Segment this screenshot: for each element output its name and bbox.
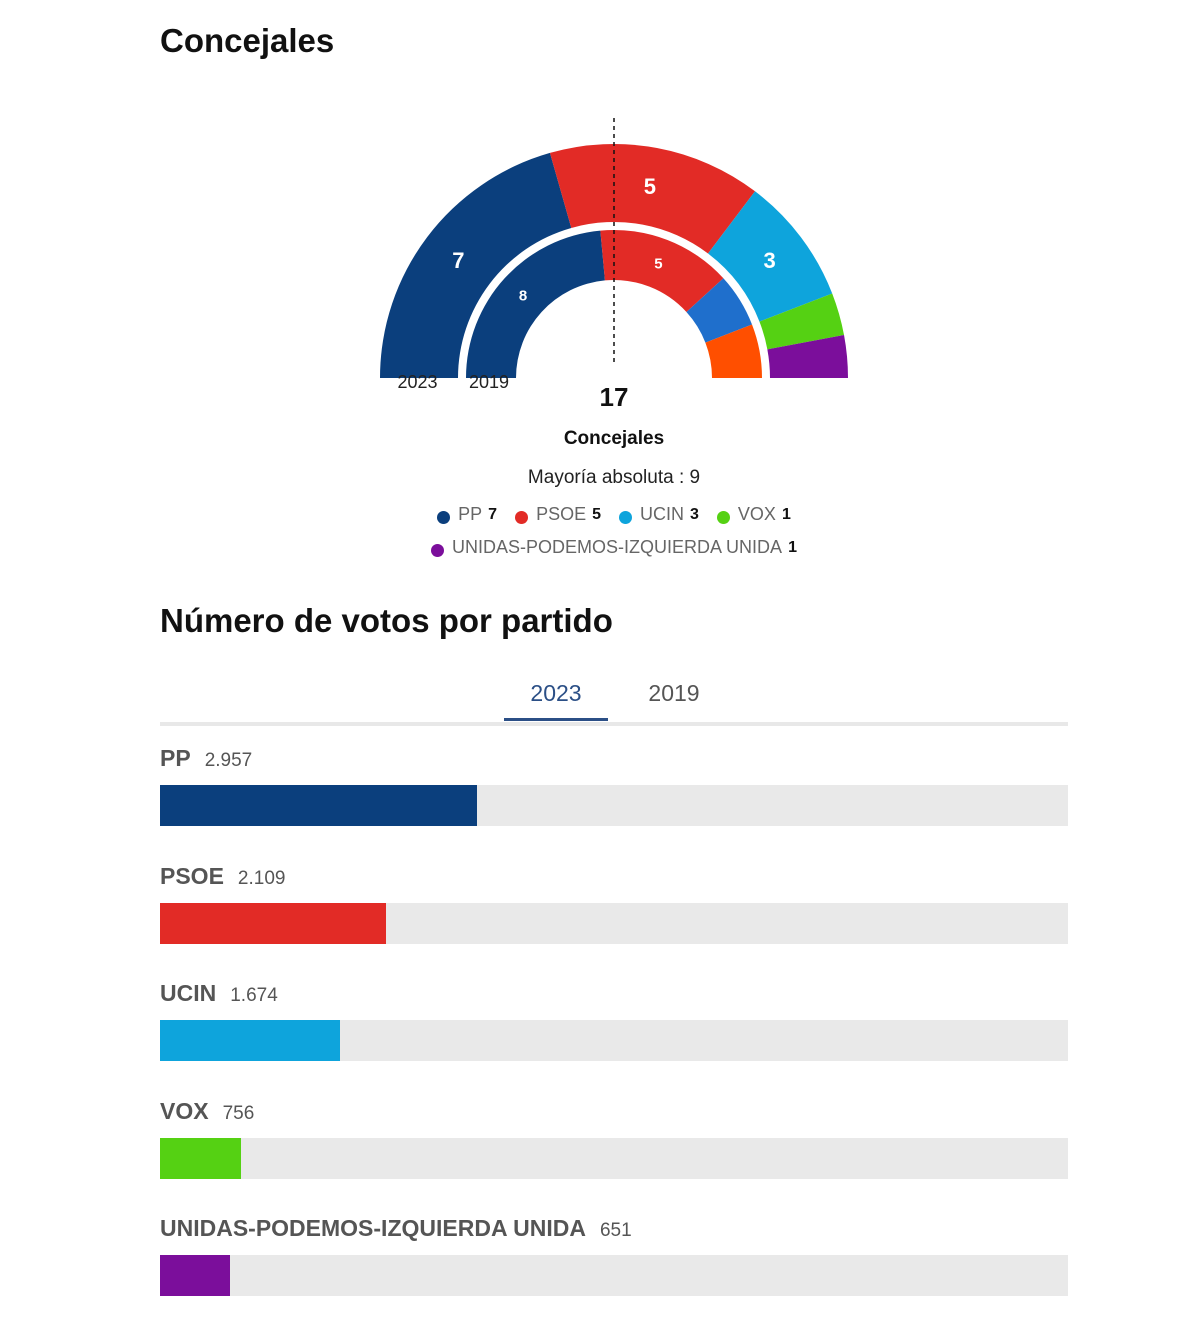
bar-row: PSOE 2.109 [160, 863, 1068, 963]
legend-seats: 5 [592, 505, 602, 523]
seat-segment-2023 [708, 191, 833, 322]
bar-row: UCIN 1.674 [160, 980, 1068, 1080]
legend-item: PSOE 5 [515, 498, 601, 531]
bar-label: UNIDAS-PODEMOS-IZQUIERDA UNIDA 651 [160, 1215, 1068, 1251]
legend-party: UNIDAS-PODEMOS-IZQUIERDA UNIDA [452, 537, 783, 557]
bar-track [160, 902, 1068, 944]
bar-fill [160, 785, 477, 826]
section-title-concejales: Concejales [160, 22, 335, 59]
legend: PP 7 PSOE 5 UCIN 3 VOX 1 UNIDAS-PODEMOS-IZQUIERD… [360, 498, 868, 564]
bar-label: PSOE 2.109 [160, 863, 1068, 899]
bar-track [160, 1137, 1068, 1179]
bar-track [160, 1255, 1068, 1296]
legend-seats: 1 [788, 538, 797, 556]
seat-segment-2019 [600, 230, 724, 312]
seat-segment-2023 [549, 144, 756, 254]
legend-dot-icon [437, 511, 451, 524]
bar-track [160, 1020, 1068, 1061]
vote-count: 2.957 [204, 750, 253, 771]
legend-party: UCIN [640, 504, 685, 524]
seat-count-label: 3 [763, 248, 775, 273]
party-name: PSOE [160, 862, 224, 889]
majority-label: Mayoría absoluta : 9 [527, 467, 701, 488]
bar-track [160, 785, 1068, 826]
seat-segment-2019 [686, 278, 753, 343]
tab-2019[interactable]: 2019 [648, 680, 700, 706]
legend-item: UNIDAS-PODEMOS-IZQUIERDA UNIDA 1 [431, 531, 797, 564]
legend-dot-icon [716, 511, 730, 524]
legend-seats: 7 [488, 505, 498, 523]
bar-fill [160, 902, 387, 944]
legend-dot-icon [515, 511, 529, 524]
legend-item: UCIN 3 [619, 498, 699, 531]
bar-label: PP 2.957 [160, 745, 1068, 781]
bar-fill [160, 1255, 230, 1296]
bar-label: UCIN 1.674 [160, 980, 1068, 1016]
vote-count: 2.109 [237, 867, 286, 889]
seat-count-label: 8 [519, 287, 527, 304]
year-tabs: 2023 2019 [160, 676, 1068, 726]
seat-segment-2023 [759, 293, 845, 350]
seat-segment-2023 [767, 335, 848, 378]
total-seats-label: Concejales [563, 428, 665, 449]
bar-label: VOX 756 [160, 1098, 1068, 1134]
bar-row: UNIDAS-PODEMOS-IZQUIERDA UNIDA 651 [160, 1215, 1068, 1315]
section-title-votos: Número de votos por partido [160, 602, 613, 639]
seat-count-label: 5 [644, 174, 656, 199]
bar-fill [160, 1020, 340, 1061]
bar-row: VOX 756 [160, 1098, 1068, 1198]
legend-item: VOX 1 [716, 498, 791, 531]
party-name: UCIN [160, 980, 217, 1006]
legend-party: VOX [737, 504, 776, 524]
total-seats: 17 [599, 382, 629, 412]
seat-segment-2023 [380, 152, 572, 378]
seat-segment-2019 [466, 230, 605, 378]
legend-dot-icon [431, 544, 445, 557]
legend-dot-icon [619, 511, 633, 524]
vote-count: 1.674 [230, 985, 278, 1006]
legend-party: PP [458, 504, 483, 524]
bar-fill [160, 1137, 241, 1179]
tab-2023[interactable]: 2023 [504, 680, 608, 721]
vote-count: 651 [599, 1220, 632, 1241]
ring-label-2023: 2023 [397, 372, 438, 392]
party-name: PP [160, 745, 191, 771]
seat-segment-2019 [705, 324, 762, 378]
party-name: UNIDAS-PODEMOS-IZQUIERDA UNIDA [160, 1215, 586, 1241]
bar-row: PP 2.957 [160, 745, 1068, 845]
seat-count-label: 5 [654, 256, 662, 273]
legend-party: PSOE [536, 504, 587, 524]
ring-label-2019: 2019 [468, 372, 510, 392]
vote-count: 756 [222, 1102, 255, 1124]
party-name: VOX [160, 1097, 209, 1124]
seats-hemicycle-chart: 7 5 3 8 5 [380, 118, 848, 378]
legend-seats: 3 [690, 505, 699, 523]
legend-seats: 1 [781, 505, 791, 523]
legend-item: PP 7 [437, 498, 497, 531]
seat-count-label: 7 [452, 248, 464, 273]
